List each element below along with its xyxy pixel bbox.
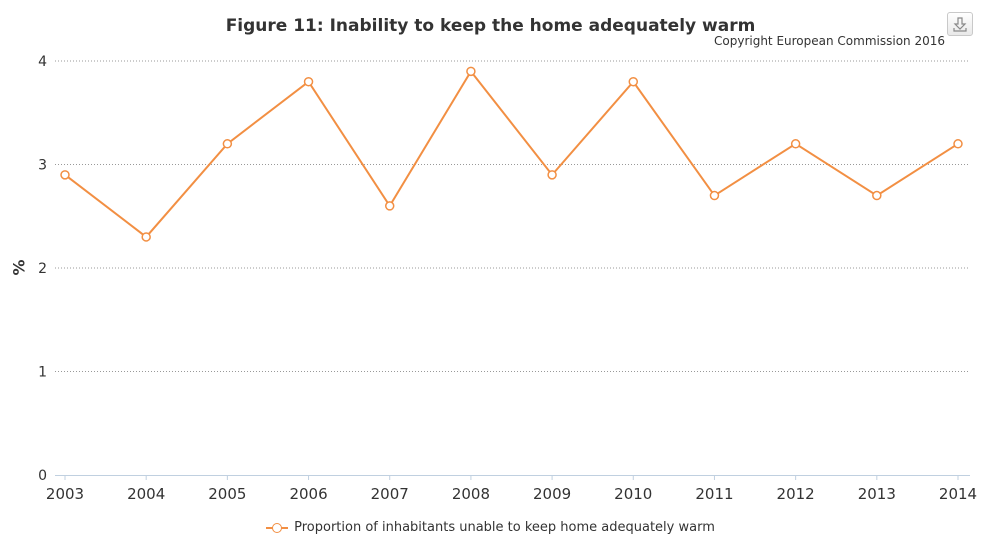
data-point[interactable]	[222, 139, 233, 149]
data-point[interactable]	[60, 170, 70, 180]
data-point[interactable]	[872, 190, 882, 201]
y-tick-label: 3	[38, 158, 47, 174]
x-tick-label: 2008	[452, 485, 490, 503]
y-tick-label: 4	[38, 54, 47, 70]
data-point[interactable]	[709, 190, 720, 201]
chart-title: Figure 11: Inability to keep the home ad…	[225, 16, 756, 36]
x-tick-label: 2003	[46, 485, 84, 503]
data-point[interactable]	[466, 66, 476, 77]
data-point[interactable]	[547, 170, 557, 180]
x-tick-label: 2009	[533, 485, 571, 503]
download-icon	[953, 17, 967, 32]
x-tick-label: 2005	[208, 485, 246, 503]
y-tick-label: 1	[38, 365, 47, 381]
data-point[interactable]	[303, 76, 314, 87]
legend-marker-icon	[266, 522, 289, 533]
series-line	[64, 69, 959, 239]
download-button[interactable]	[947, 12, 973, 36]
x-tick-label: 2007	[371, 485, 409, 503]
data-point[interactable]	[953, 139, 963, 149]
y-tick-label: 2	[38, 261, 47, 277]
data-point[interactable]	[141, 232, 151, 242]
chart-credit: Copyright European Commission 2016	[714, 34, 945, 48]
legend[interactable]: Proportion of inhabitants unable to keep…	[0, 520, 981, 535]
legend-label: Proportion of inhabitants unable to keep…	[294, 520, 715, 535]
data-point[interactable]	[384, 201, 395, 211]
x-tick-label: 2014	[939, 485, 977, 503]
data-point[interactable]	[628, 76, 639, 87]
x-tick-label: 2012	[777, 485, 815, 503]
x-tick-label: 2004	[127, 485, 165, 503]
x-tick-label: 2013	[858, 485, 896, 503]
x-tick-label: 2006	[289, 485, 327, 503]
y-tick-label: 0	[38, 468, 47, 484]
data-point[interactable]	[790, 139, 801, 149]
x-tick-label: 2010	[614, 485, 652, 503]
x-tick-label: 2011	[695, 485, 733, 503]
